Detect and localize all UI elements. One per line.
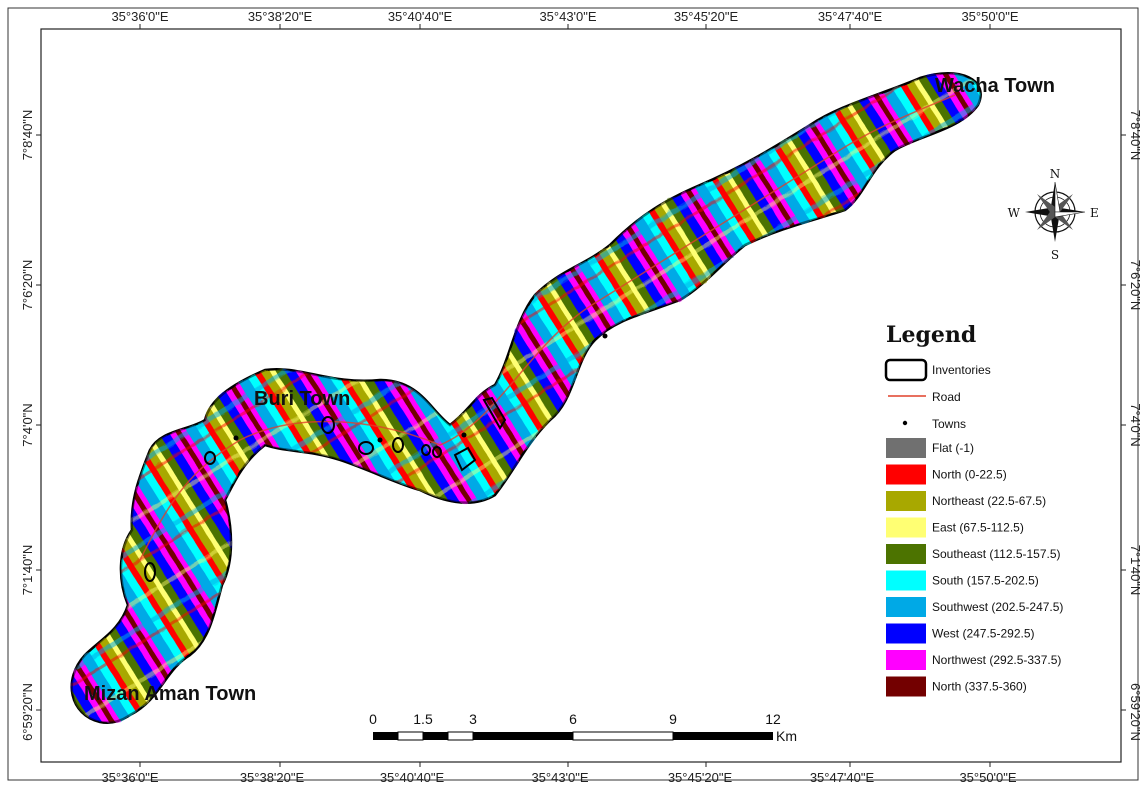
town-label-buri: Buri Town	[254, 388, 350, 410]
aspect-raster	[70, 71, 982, 724]
coord-left-label: 7°6'20"N	[20, 260, 35, 311]
coord-top-label: 35°50'0"E	[961, 9, 1018, 24]
legend-swatch	[886, 623, 926, 644]
coord-top-label: 35°43'0"E	[539, 9, 596, 24]
legend-swatch	[886, 570, 926, 591]
scale-segment	[572, 731, 674, 741]
scale-segment	[373, 732, 398, 740]
coord-top-label: 35°38'20"E	[248, 9, 313, 24]
coord-bottom-label: 35°36'0"E	[101, 770, 158, 785]
legend-swatch	[886, 650, 926, 670]
legend-label: West (247.5-292.5)	[932, 627, 1035, 641]
legend-label: South (157.5-202.5)	[932, 574, 1039, 588]
legend-swatch	[886, 464, 926, 485]
coord-bottom-label: 35°45'20"E	[668, 770, 733, 785]
legend-label: East (67.5-112.5)	[932, 521, 1024, 535]
scale-segment	[673, 732, 773, 740]
town-points	[233, 333, 608, 443]
legend-title: Legend	[886, 322, 976, 348]
road-line	[139, 94, 956, 561]
coord-left-label: 7°1'40"N	[20, 545, 35, 596]
scale-tick: 1.5	[413, 711, 433, 727]
coord-bottom-label: 35°43'0"E	[531, 770, 588, 785]
scale-unit: Km	[776, 728, 797, 744]
coord-top-label: 35°47'40"E	[818, 9, 883, 24]
coord-bottom-label: 35°40'40"E	[380, 770, 445, 785]
scale-segment	[423, 732, 448, 740]
legend-swatch-inventories	[884, 358, 928, 382]
scale-tick: 3	[469, 711, 477, 727]
scale-tick: 12	[765, 711, 781, 727]
coord-bottom-label: 35°38'20"E	[240, 770, 305, 785]
legend-swatch	[886, 676, 926, 697]
coord-top-label: 35°45'20"E	[674, 9, 739, 24]
compass-e: E	[1090, 206, 1099, 220]
compass-rose-icon: N S E W	[1008, 167, 1099, 262]
top-coordinates: 35°36'0"E 35°38'20"E 35°40'40"E 35°43'0"…	[111, 9, 1018, 24]
coord-top-label: 35°36'0"E	[111, 9, 168, 24]
legend-label: Southwest (202.5-247.5)	[932, 600, 1063, 614]
legend-swatch	[886, 517, 926, 538]
legend-swatch	[886, 438, 926, 458]
bottom-coordinates: 35°36'0"E 35°38'20"E 35°40'40"E 35°43'0"…	[101, 770, 1016, 785]
left-coordinates: 7°8'40"N 7°6'20"N 7°4'0"N 7°1'40"N 6°59'…	[20, 110, 35, 741]
legend-label: Northwest (292.5-337.5)	[932, 653, 1061, 667]
scale-tick: 9	[669, 711, 677, 727]
coord-right-label: 7°1'40"N	[1128, 545, 1143, 596]
scale-tick: 6	[569, 711, 577, 727]
legend-label: Northeast (22.5-67.5)	[932, 494, 1046, 508]
legend-label: Southeast (112.5-157.5)	[932, 547, 1061, 561]
coord-left-label: 7°8'40"N	[20, 110, 35, 161]
coord-left-label: 7°4'0"N	[20, 403, 35, 446]
legend-swatch	[886, 597, 926, 617]
coord-left-label: 6°59'20"N	[20, 683, 35, 741]
scale-segment	[397, 731, 424, 741]
legend-label: North (337.5-360)	[932, 680, 1027, 694]
scale-segment	[447, 731, 474, 741]
legend-swatch-towns	[902, 420, 908, 426]
legend-label: Towns	[932, 417, 966, 431]
aspect-legend: Flat (-1) North (0-22.5) Northeast (22.5-6…	[886, 438, 1063, 697]
inventory-polygons	[144, 396, 507, 582]
scale-segment	[473, 732, 573, 740]
coord-top-label: 35°40'40"E	[388, 9, 453, 24]
legend-label: Road	[932, 390, 961, 404]
legend-swatch	[886, 544, 926, 564]
legend-label: Flat (-1)	[932, 441, 974, 455]
compass-s: S	[1051, 248, 1059, 262]
scale-bar: 0 1.5 3 6 9 12 Km	[369, 711, 797, 744]
compass-w: W	[1008, 206, 1021, 220]
legend: Legend Inventories Road Towns Flat (-1) N…	[884, 322, 1063, 697]
legend-label: Inventories	[932, 363, 991, 377]
coord-bottom-label: 35°47'40"E	[810, 770, 875, 785]
compass-n: N	[1050, 167, 1061, 181]
coord-right-label: 7°4'0"N	[1128, 403, 1143, 446]
right-coordinates: 7°8'40"N 7°6'20"N 7°4'0"N 7°1'40"N 6°59'…	[1128, 110, 1143, 741]
scale-tick: 0	[369, 711, 377, 727]
coord-right-label: 7°8'40"N	[1128, 110, 1143, 161]
coord-right-label: 7°6'20"N	[1128, 260, 1143, 311]
legend-swatch	[886, 491, 926, 511]
town-label-mizan: Mizan Aman Town	[84, 683, 256, 705]
legend-label: North (0-22.5)	[932, 468, 1007, 482]
frame-ticks	[36, 24, 1126, 767]
corridor-texture	[71, 73, 981, 723]
town-label-wacha: Wacha Town	[935, 75, 1055, 97]
coord-bottom-label: 35°50'0"E	[959, 770, 1016, 785]
coord-right-label: 6°59'20"N	[1128, 683, 1143, 741]
